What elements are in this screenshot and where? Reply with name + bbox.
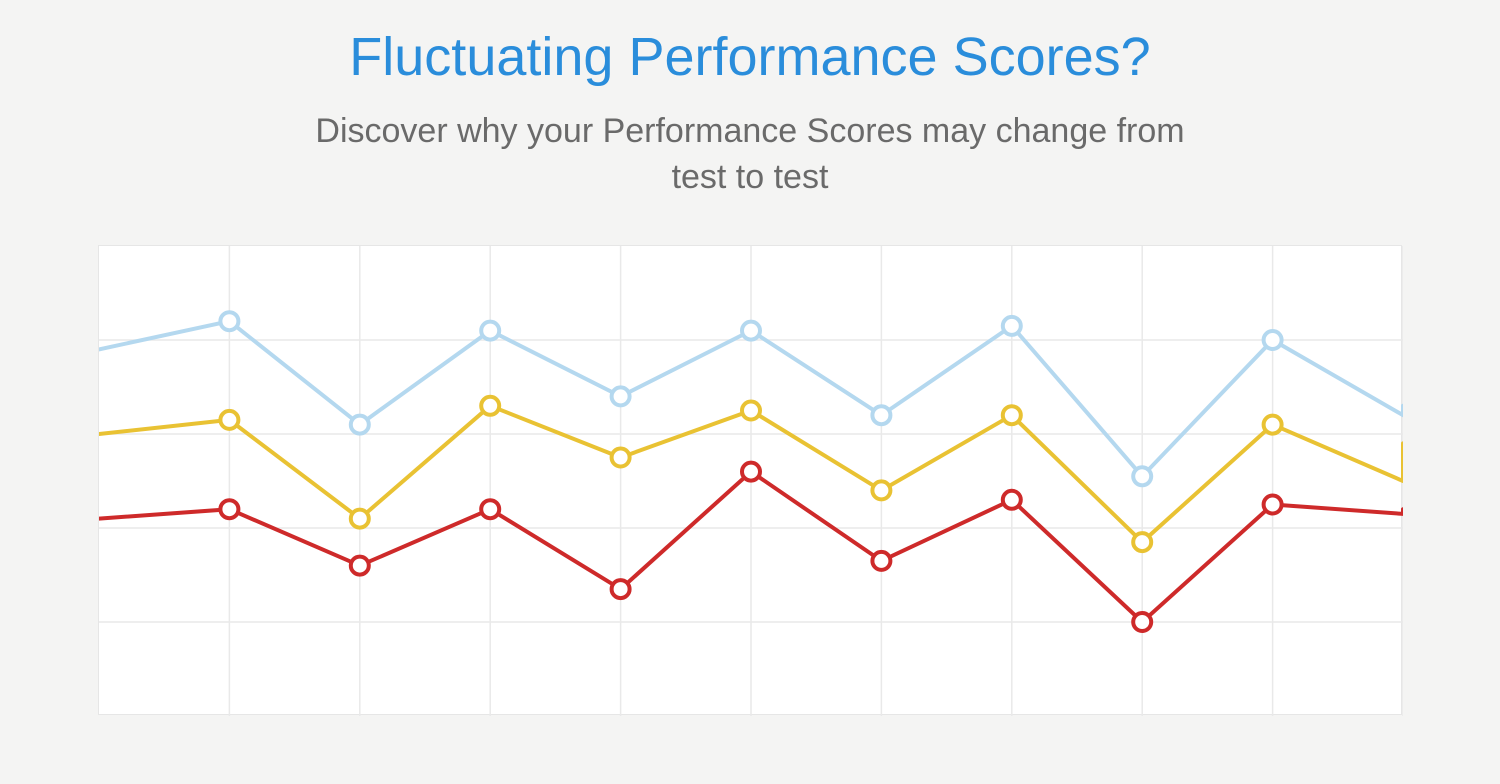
- line-chart-svg: [99, 246, 1403, 716]
- page-title: Fluctuating Performance Scores?: [349, 28, 1150, 87]
- page-subtitle: Discover why your Performance Scores may…: [300, 109, 1200, 201]
- performance-chart: [98, 245, 1402, 715]
- page-root: Fluctuating Performance Scores? Discover…: [0, 0, 1500, 784]
